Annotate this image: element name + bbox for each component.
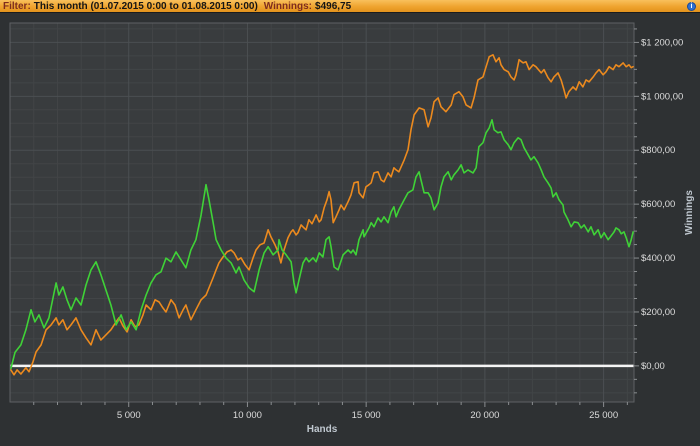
- series-orange-line: [10, 53, 634, 376]
- axis-ticks: [33, 28, 639, 407]
- winnings-chart[interactable]: 5 000 10 000 15 000 20 000 25 000 $0,00 $200,0…: [0, 14, 700, 446]
- series-green-line: [10, 119, 634, 370]
- y-tick-labels: $0,00 $200,00 $400,00 $600,00 $800,00 $1 000,…: [641, 37, 683, 371]
- svg-text:$400,00: $400,00: [641, 253, 675, 264]
- y-axis-title: Winnings: [684, 190, 695, 235]
- winnings-label: Winnings:: [263, 1, 313, 12]
- filter-bar: Filter: This month (01.07.2015 0:00 to 01…: [0, 0, 700, 13]
- svg-text:25 000: 25 000: [589, 410, 618, 421]
- help-icon[interactable]: i: [687, 2, 696, 11]
- svg-text:$800,00: $800,00: [641, 145, 675, 156]
- plot-border: [9, 22, 635, 403]
- winnings-value: $496,75: [315, 1, 352, 12]
- x-axis-title: Hands: [307, 424, 338, 435]
- chart-svg[interactable]: 5 000 10 000 15 000 20 000 25 000 $0,00 $200,0…: [0, 14, 700, 446]
- filter-label: Filter:: [3, 1, 31, 12]
- svg-text:20 000: 20 000: [470, 410, 499, 421]
- grid: [10, 23, 634, 402]
- svg-text:$200,00: $200,00: [641, 307, 675, 318]
- svg-text:$1 200,00: $1 200,00: [641, 37, 683, 48]
- svg-text:5 000: 5 000: [117, 410, 141, 421]
- svg-text:10 000: 10 000: [233, 410, 262, 421]
- filter-value[interactable]: This month (01.07.2015 0:00 to 01.08.201…: [33, 1, 258, 12]
- svg-text:$0,00: $0,00: [641, 361, 665, 372]
- svg-text:15 000: 15 000: [352, 410, 381, 421]
- svg-text:$600,00: $600,00: [641, 199, 675, 210]
- svg-text:$1 000,00: $1 000,00: [641, 91, 683, 102]
- plot-area[interactable]: [10, 23, 634, 402]
- x-tick-labels: 5 000 10 000 15 000 20 000 25 000: [117, 410, 618, 421]
